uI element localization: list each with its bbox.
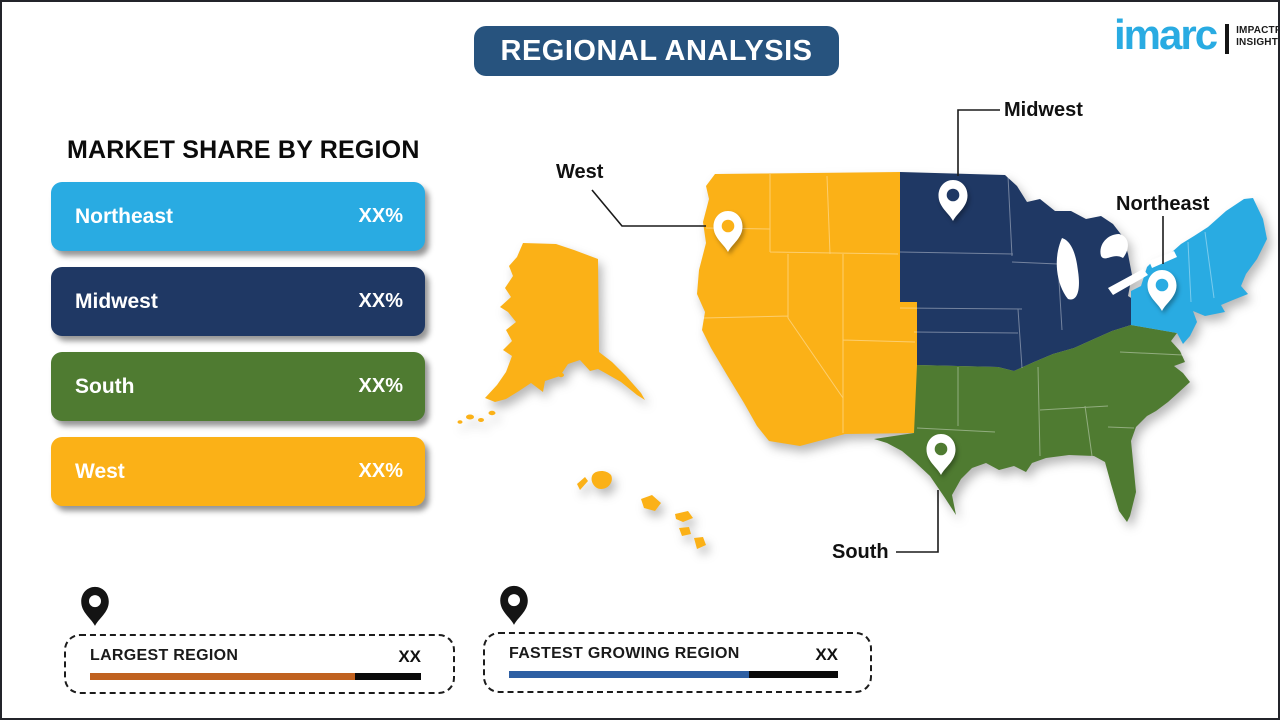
fastest-growing-region-value: XX bbox=[815, 645, 838, 664]
legend-item-west: West XX% bbox=[51, 437, 425, 506]
callout-line-west bbox=[591, 189, 706, 227]
legend-item-midwest: Midwest XX% bbox=[51, 267, 425, 336]
callout-line-midwest bbox=[957, 109, 1000, 176]
legend-label: South bbox=[75, 374, 135, 398]
hawaii-islands bbox=[577, 470, 706, 549]
aleutian-islands bbox=[457, 366, 564, 424]
map-label-south: South bbox=[832, 541, 889, 563]
map-pin-south-icon bbox=[926, 434, 956, 475]
legend-value: XX% bbox=[358, 375, 403, 397]
fastest-growing-region-box: FASTEST GROWING REGION XX bbox=[483, 632, 872, 693]
map-region-south bbox=[874, 325, 1190, 522]
imarc-logo: imarc IMPACTFUL INSIGHTS bbox=[1114, 12, 1280, 58]
map-pin-northeast-icon bbox=[1147, 270, 1177, 311]
largest-region-label: LARGEST REGION bbox=[90, 647, 239, 664]
map-pin-west-icon bbox=[713, 211, 743, 252]
market-share-heading: MARKET SHARE BY REGION bbox=[67, 136, 420, 164]
legend-item-south: South XX% bbox=[51, 352, 425, 421]
legend-label: Northeast bbox=[75, 204, 174, 228]
logo-divider bbox=[1225, 24, 1230, 54]
map-pin-midwest-icon bbox=[938, 180, 968, 221]
largest-region-pin-icon bbox=[81, 586, 109, 626]
logo-tagline: IMPACTFUL INSIGHTS bbox=[1236, 25, 1280, 49]
logo-tagline-line1: IMPACTFUL bbox=[1236, 25, 1280, 36]
largest-region-value: XX bbox=[398, 647, 421, 666]
map-label-northeast: Northeast bbox=[1116, 193, 1210, 215]
map-label-midwest: Midwest bbox=[1004, 99, 1083, 121]
map-region-west-alaska bbox=[485, 243, 645, 402]
map-label-west: West bbox=[556, 161, 604, 183]
legend-value: XX% bbox=[358, 205, 403, 227]
fastest-growing-region-bar-fill bbox=[509, 671, 750, 678]
page-title: REGIONAL ANALYSIS bbox=[474, 26, 839, 76]
fastest-growing-region-pin-icon bbox=[500, 585, 528, 625]
fastest-growing-region-bar-track bbox=[509, 671, 838, 678]
largest-region-box: LARGEST REGION XX bbox=[64, 634, 455, 694]
legend-label: West bbox=[75, 459, 125, 483]
legend-value: XX% bbox=[358, 460, 403, 482]
legend-item-northeast: Northeast XX% bbox=[51, 182, 425, 251]
largest-region-bar-track bbox=[90, 673, 421, 680]
logo-tagline-line2: INSIGHTS bbox=[1236, 37, 1280, 48]
map-region-northeast bbox=[1131, 198, 1267, 344]
map-region-midwest bbox=[900, 172, 1136, 371]
legend-label: Midwest bbox=[75, 289, 158, 313]
imarc-logo-wordmark: imarc bbox=[1114, 11, 1218, 58]
fastest-growing-region-label: FASTEST GROWING REGION bbox=[509, 645, 740, 662]
callout-lines bbox=[591, 109, 1164, 553]
largest-region-bar-fill bbox=[90, 673, 355, 680]
map-region-west bbox=[697, 172, 917, 446]
callout-line-south bbox=[896, 490, 939, 553]
legend-value: XX% bbox=[358, 290, 403, 312]
